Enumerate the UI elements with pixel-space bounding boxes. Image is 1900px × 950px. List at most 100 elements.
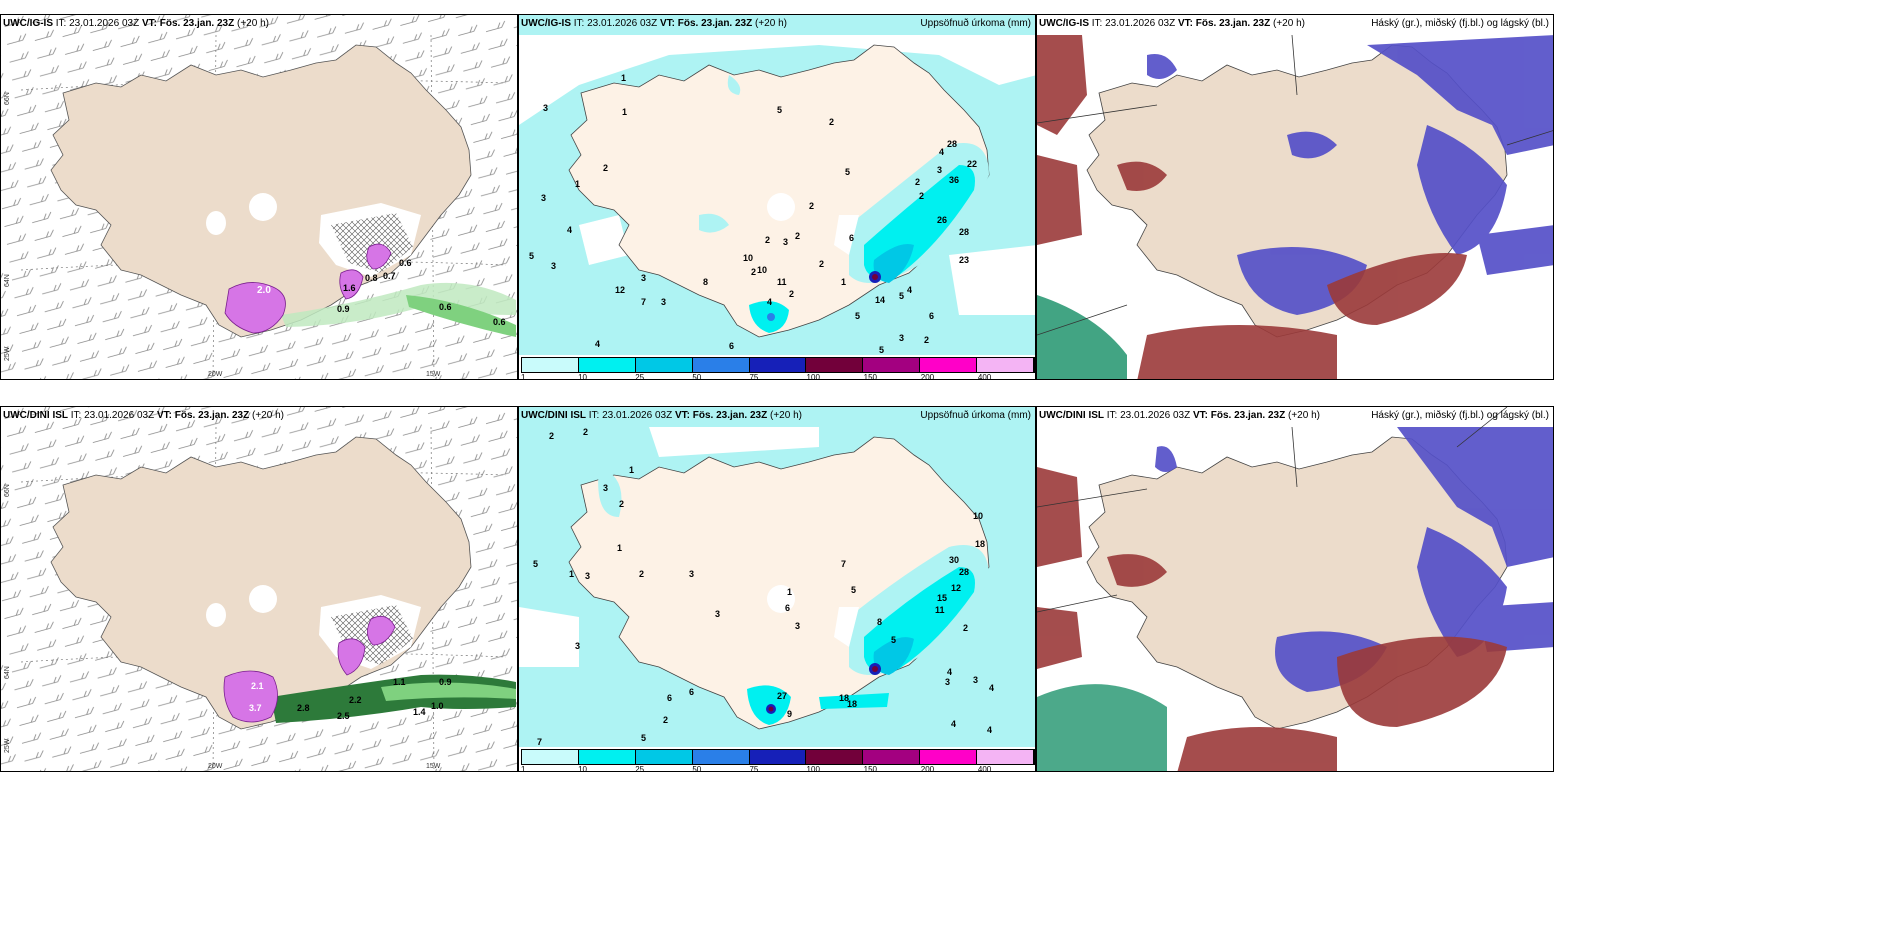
precip-value-label: 10 [743,253,754,263]
lead-time: (+20 h) [1288,410,1320,421]
precip-value-label: 10 [757,265,768,275]
lon-label-15w: 15W [426,371,441,378]
high-cloud [1037,35,1467,379]
model-name: UWC/DINI ISL [521,410,586,421]
precip-value-label: 5 [777,105,783,115]
precip-value-label: 2 [789,289,795,299]
model-name: UWC/IG-IS [3,18,53,29]
panel-row1-precip: UWC/IG-IS IT: 23.01.2026 03Z VT: Fös. 23… [518,14,1036,380]
precip-value-label: 23 [959,255,970,265]
precip-value-label: 3 [575,641,581,651]
snow-label: 0.7 [383,271,396,281]
precip-title: Uppsöfnuð úrkoma (mm) [920,410,1031,421]
precip-value-label: 7 [841,559,847,569]
vt-label: VT: [141,18,157,29]
model-name: UWC/DINI ISL [1039,410,1104,421]
precip-value-label: 1 [629,465,635,475]
lon-label-20w: 20W [208,763,223,770]
precip-value-label: 4 [567,225,573,235]
precip-value-label: 12 [951,583,962,593]
precip-value-label: 1 [841,277,847,287]
precip-value-label: 3 [689,569,695,579]
colorbar-segment [920,750,977,764]
snow-label: 2.1 [251,681,264,691]
it-label: IT: [55,18,67,29]
precip-value-label: 3 [945,677,951,687]
colorbar-tick-label: 10 [578,373,588,380]
precip-value-label: 3 [641,273,647,283]
model-name: UWC/IG-IS [521,18,571,29]
precip-value-label: 2 [603,163,609,173]
precip-value-label: 6 [849,233,855,243]
vt-value: Fös. 23.jan. 23Z [692,410,768,421]
vt-value: Fös. 23.jan. 23Z [174,410,250,421]
precip-value-label: 22 [967,159,978,169]
colorbar-segment [920,358,977,372]
precip-value-label: 6 [929,311,935,321]
precip-map [519,15,1035,355]
low-cloud [1037,295,1127,379]
high-cloud [1037,467,1507,771]
precip-value-label: 12 [615,285,626,295]
precip-value-label: 5 [879,345,885,355]
colorbar-tick-label: 50 [692,373,702,380]
lat-label-64n: 64N [4,666,11,679]
lon-label-15w: 15W [426,763,441,770]
precip-value-label: 2 [963,623,969,633]
precip-value-label: 6 [785,603,791,613]
lead-time: (+20 h) [237,18,269,29]
wind-map [1,407,517,771]
precip-value-label: 11 [935,605,945,615]
panel-header: UWC/IG-IS IT: 23.01.2026 03Z VT: Fös. 23… [3,18,269,29]
snow-label: 1.0 [431,701,444,711]
precip-value-label: 1 [621,73,627,83]
it-label: IT: [1091,18,1103,29]
cloud-title: Háský (gr.), miðský (fj.bl.) og lágský (… [1371,410,1549,421]
snow-label: 0.9 [439,677,452,687]
colorbar-tick-label: 200 [920,373,935,380]
precip-value-label: 18 [975,539,986,549]
sleet-band [281,282,516,327]
vt-value: Fös. 23.jan. 23Z [677,18,753,29]
precip-value-label: 4 [939,147,945,157]
vt-value: Fös. 23.jan. 23Z [1210,410,1286,421]
it-value: 23.01.2026 03Z [1105,18,1176,29]
lead-time: (+20 h) [770,410,802,421]
precip-value-label: 2 [809,201,815,211]
colorbar-segment [863,358,921,372]
glacier-hofsjokull [206,211,226,235]
lat-label-64n: 64N [4,274,11,287]
panel-header: UWC/IG-IS IT: 23.01.2026 03Z VT: Fös. 23… [521,18,787,29]
precip-value-label: 4 [907,285,913,295]
it-label: IT: [588,410,600,421]
precip-value-label: 3 [541,193,547,203]
precip-map [519,407,1035,747]
lon-label-25w: 25W [4,346,11,361]
precip-value-label: 5 [529,251,535,261]
precip-value-label: 8 [703,277,709,287]
lead-time: (+20 h) [1273,18,1305,29]
colorbar-segment [578,358,636,372]
vt-label: VT: [659,18,675,29]
snow-label: 3.7 [249,703,262,713]
panel-row2-clouds: UWC/DINI ISL IT: 23.01.2026 03Z VT: Fös.… [1036,406,1554,772]
precip-value-label: 1 [575,179,581,189]
snow-label: 2.0 [257,285,271,296]
precip-colorbar [521,749,1035,765]
precip-value-label: 6 [689,687,695,697]
precip-value-label: 6 [667,693,673,703]
panel-header: UWC/DINI ISL IT: 23.01.2026 03Z VT: Fös.… [1039,410,1320,421]
low-cloud [1037,684,1167,771]
snow-label: 0.9 [337,304,350,314]
precip-shading [598,467,989,725]
precip-value-label: 1 [622,107,628,117]
snow-label: 2.5 [337,711,350,721]
mid-cloud [1147,35,1553,315]
snow-label: 2.8 [297,703,310,713]
precip-value-label: 5 [845,167,851,177]
precip-value-label: 2 [583,427,589,437]
colorbar-tick-label: 25 [635,373,645,380]
colorbar-tick-label: 1 [521,765,526,772]
precip-value-label: 18 [847,699,858,709]
precip-value-label: 2 [765,235,771,245]
